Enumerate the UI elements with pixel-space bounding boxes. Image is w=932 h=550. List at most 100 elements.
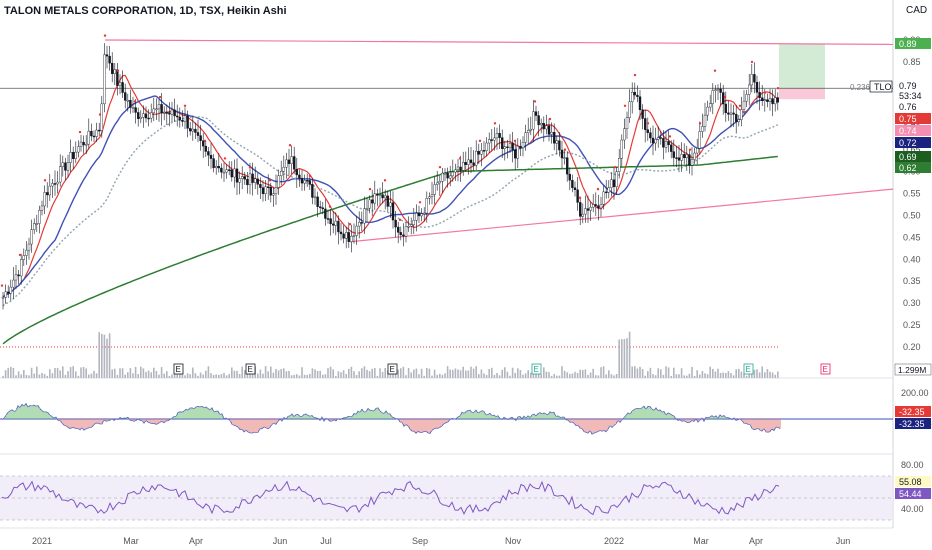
candle-body bbox=[134, 107, 137, 113]
volume-bar bbox=[649, 367, 652, 378]
price-label-box bbox=[895, 80, 931, 91]
candle-body bbox=[173, 109, 176, 117]
volume-bar bbox=[738, 368, 740, 378]
candle-body bbox=[12, 279, 15, 288]
candle-body bbox=[550, 132, 553, 135]
volume-bar bbox=[348, 368, 350, 378]
volume-bar bbox=[228, 374, 230, 378]
volume-bar bbox=[116, 374, 119, 378]
candle-body bbox=[714, 89, 717, 91]
volume-bar bbox=[121, 368, 124, 378]
volume-bar bbox=[270, 366, 272, 378]
candle-body bbox=[339, 231, 343, 235]
volume-bar bbox=[610, 374, 613, 378]
candle-body bbox=[477, 150, 480, 155]
candle-body bbox=[108, 55, 111, 64]
volume-bar bbox=[613, 375, 615, 378]
candle-body bbox=[558, 140, 561, 151]
volume-bar bbox=[764, 372, 766, 378]
candle-body bbox=[204, 145, 208, 152]
candle-body bbox=[316, 196, 319, 207]
candle-body bbox=[272, 193, 275, 196]
candle-body bbox=[144, 113, 148, 119]
candle-body bbox=[599, 203, 603, 209]
candle-body bbox=[742, 100, 746, 110]
candle-body bbox=[545, 125, 548, 130]
volume-bar bbox=[514, 372, 516, 378]
candle-body bbox=[149, 112, 153, 119]
swing-marker bbox=[713, 69, 717, 72]
volume-bar bbox=[449, 369, 451, 378]
volume-bar bbox=[462, 366, 464, 378]
tlo-tag-box bbox=[869, 80, 893, 93]
volume-bar bbox=[428, 368, 431, 378]
candle-body bbox=[527, 130, 530, 133]
volume-bar bbox=[402, 366, 405, 378]
volume-bar bbox=[238, 373, 241, 378]
candle-body bbox=[438, 181, 441, 184]
candle-body bbox=[191, 128, 195, 132]
candle-body bbox=[399, 232, 402, 236]
volume-bar bbox=[647, 371, 649, 378]
candle-body bbox=[568, 173, 571, 181]
candle-body bbox=[170, 109, 174, 115]
candle-body bbox=[175, 115, 179, 118]
candle-body bbox=[347, 232, 350, 242]
price-label: 0.74 bbox=[899, 126, 917, 136]
candle-body bbox=[225, 169, 228, 173]
candle-body bbox=[664, 141, 668, 148]
stop-zone bbox=[779, 88, 825, 100]
candle-body bbox=[677, 157, 681, 161]
volume-bar bbox=[140, 366, 142, 378]
candle-body bbox=[38, 210, 41, 224]
volume-bar bbox=[275, 368, 277, 378]
candle-body bbox=[56, 181, 59, 185]
candle-body bbox=[555, 140, 558, 144]
price-tick-label: 0.55 bbox=[903, 189, 921, 199]
earnings-marker-label: E bbox=[534, 365, 539, 374]
candle-body bbox=[61, 162, 64, 167]
candle-body bbox=[404, 226, 408, 237]
volume-bar bbox=[67, 371, 69, 378]
volume-bar bbox=[46, 375, 48, 378]
price-label-box bbox=[895, 90, 931, 101]
candle-body bbox=[618, 157, 621, 172]
candle-body bbox=[402, 234, 405, 237]
volume-bar bbox=[423, 375, 425, 378]
candle-body bbox=[495, 133, 499, 139]
volume-bar bbox=[709, 366, 711, 378]
volume-bar bbox=[132, 373, 134, 378]
volume-bar bbox=[77, 375, 80, 378]
volume-bar bbox=[485, 374, 488, 378]
volume-bar bbox=[657, 368, 659, 378]
volume-bar bbox=[51, 373, 54, 378]
candle-body bbox=[350, 235, 353, 242]
price-label: 0.69 bbox=[899, 152, 917, 162]
volume-bar bbox=[277, 370, 280, 378]
volume-bar bbox=[480, 369, 483, 378]
volume-bar bbox=[535, 374, 537, 378]
volume-bar bbox=[264, 366, 267, 378]
volume-bar bbox=[602, 366, 605, 378]
candle-body bbox=[688, 154, 691, 166]
candle-body bbox=[597, 205, 600, 209]
volume-bar bbox=[220, 374, 223, 378]
candle-body bbox=[329, 218, 332, 225]
volume-bar bbox=[730, 373, 732, 378]
candle-body bbox=[774, 97, 777, 105]
volume-bar bbox=[592, 368, 594, 378]
volume-bar bbox=[589, 372, 592, 378]
volume-bar bbox=[636, 368, 639, 378]
candle-body bbox=[378, 194, 382, 196]
candle-body bbox=[529, 128, 532, 131]
volume-bar bbox=[82, 366, 85, 378]
candle-body bbox=[490, 139, 493, 141]
earnings-marker bbox=[531, 363, 542, 375]
volume-bar bbox=[20, 374, 22, 378]
candle-body bbox=[66, 162, 70, 171]
candle-body bbox=[602, 191, 605, 205]
volume-bar bbox=[366, 369, 368, 378]
swing-marker bbox=[623, 104, 627, 107]
candle-body bbox=[371, 199, 374, 204]
